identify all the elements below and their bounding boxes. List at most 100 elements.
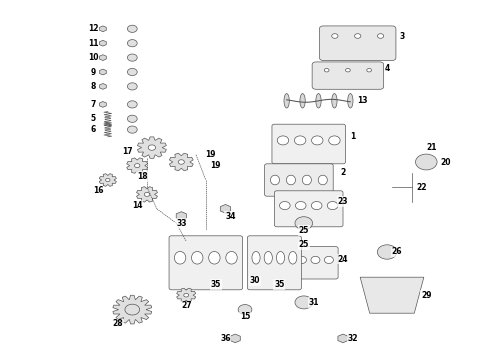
Polygon shape: [170, 153, 193, 171]
Circle shape: [377, 34, 384, 38]
Ellipse shape: [302, 175, 312, 185]
Ellipse shape: [300, 94, 305, 108]
Polygon shape: [99, 174, 117, 186]
Text: 30: 30: [249, 276, 260, 285]
Circle shape: [257, 275, 272, 286]
Ellipse shape: [284, 94, 289, 108]
Text: 2: 2: [341, 168, 345, 177]
Circle shape: [377, 245, 397, 259]
Ellipse shape: [286, 175, 295, 185]
Text: 34: 34: [225, 212, 236, 220]
Ellipse shape: [276, 251, 285, 264]
FancyBboxPatch shape: [272, 124, 345, 164]
Ellipse shape: [209, 251, 220, 264]
Text: 12: 12: [88, 24, 98, 33]
Circle shape: [127, 25, 137, 32]
Text: 25: 25: [298, 240, 309, 249]
Ellipse shape: [297, 256, 306, 264]
Polygon shape: [99, 26, 106, 32]
Text: 26: 26: [392, 248, 402, 256]
Ellipse shape: [327, 202, 338, 210]
Ellipse shape: [332, 94, 337, 108]
Polygon shape: [360, 277, 424, 313]
Text: 28: 28: [112, 320, 123, 328]
Text: 32: 32: [347, 334, 358, 343]
FancyBboxPatch shape: [274, 191, 343, 227]
Circle shape: [238, 305, 252, 315]
Ellipse shape: [324, 256, 333, 264]
Text: 16: 16: [93, 186, 103, 195]
Circle shape: [416, 154, 437, 170]
Text: 33: 33: [176, 219, 187, 228]
FancyBboxPatch shape: [247, 236, 301, 290]
Circle shape: [127, 101, 137, 108]
Text: 27: 27: [181, 302, 192, 310]
Circle shape: [355, 34, 361, 38]
Text: 7: 7: [91, 100, 96, 109]
Text: 6: 6: [91, 125, 96, 134]
Polygon shape: [138, 137, 166, 158]
Ellipse shape: [264, 251, 272, 264]
Circle shape: [127, 83, 137, 90]
Polygon shape: [99, 84, 106, 89]
Polygon shape: [230, 334, 240, 343]
Text: 21: 21: [426, 143, 437, 152]
FancyBboxPatch shape: [279, 247, 338, 279]
Text: 18: 18: [137, 172, 147, 181]
Ellipse shape: [252, 251, 260, 264]
Text: 20: 20: [441, 158, 451, 166]
FancyBboxPatch shape: [319, 26, 396, 60]
Polygon shape: [338, 334, 348, 343]
Ellipse shape: [174, 251, 186, 264]
Polygon shape: [127, 158, 147, 173]
Circle shape: [295, 296, 313, 309]
Circle shape: [127, 115, 137, 122]
Text: 29: 29: [421, 291, 432, 300]
Polygon shape: [177, 288, 196, 302]
FancyBboxPatch shape: [312, 62, 384, 89]
Ellipse shape: [318, 175, 327, 185]
Circle shape: [127, 306, 137, 313]
Ellipse shape: [312, 136, 323, 145]
Text: 31: 31: [308, 298, 319, 307]
FancyBboxPatch shape: [169, 236, 243, 290]
Ellipse shape: [284, 256, 293, 264]
Circle shape: [125, 304, 140, 315]
Polygon shape: [176, 212, 186, 220]
Text: 35: 35: [274, 280, 285, 289]
Polygon shape: [99, 55, 106, 60]
Ellipse shape: [270, 175, 280, 185]
Text: 19: 19: [205, 150, 216, 159]
Text: 22: 22: [416, 183, 427, 192]
Polygon shape: [220, 204, 230, 213]
Circle shape: [332, 34, 338, 38]
Polygon shape: [99, 40, 106, 46]
Circle shape: [367, 68, 371, 72]
Ellipse shape: [329, 136, 340, 145]
FancyBboxPatch shape: [265, 164, 333, 196]
Text: 14: 14: [132, 201, 143, 210]
Ellipse shape: [192, 251, 203, 264]
Circle shape: [134, 164, 140, 168]
Ellipse shape: [316, 94, 321, 108]
Circle shape: [295, 217, 313, 230]
Ellipse shape: [294, 136, 306, 145]
Circle shape: [106, 179, 110, 182]
Text: 4: 4: [385, 64, 390, 73]
Circle shape: [127, 126, 137, 133]
Text: 13: 13: [357, 96, 368, 105]
Text: 24: 24: [338, 255, 348, 264]
Polygon shape: [99, 69, 106, 75]
Circle shape: [148, 145, 156, 150]
Circle shape: [345, 68, 350, 72]
Polygon shape: [113, 295, 152, 324]
Text: 11: 11: [88, 39, 98, 48]
Text: 17: 17: [122, 147, 133, 156]
Text: 19: 19: [210, 161, 221, 170]
Circle shape: [184, 293, 189, 297]
Polygon shape: [99, 102, 106, 107]
Circle shape: [178, 160, 184, 164]
Ellipse shape: [277, 136, 289, 145]
Text: 25: 25: [298, 226, 309, 235]
Ellipse shape: [289, 251, 297, 264]
